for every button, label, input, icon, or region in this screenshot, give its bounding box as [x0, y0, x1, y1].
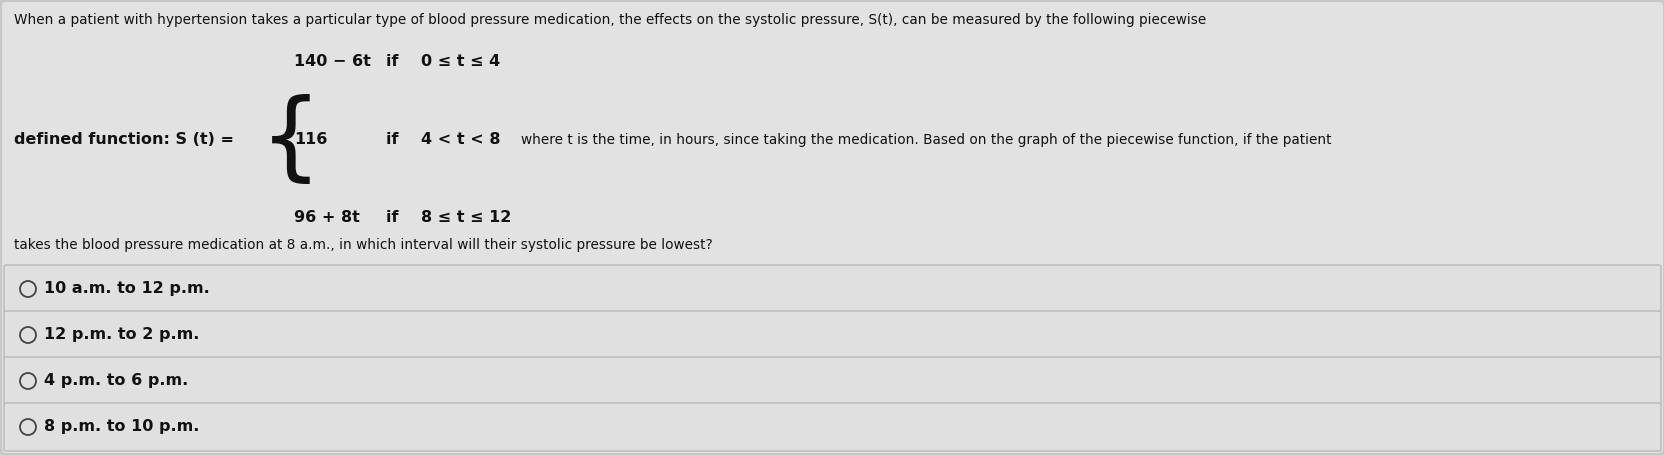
Text: 4 p.m. to 6 p.m.: 4 p.m. to 6 p.m.: [43, 374, 188, 389]
Text: 8 p.m. to 10 p.m.: 8 p.m. to 10 p.m.: [43, 420, 200, 435]
FancyBboxPatch shape: [3, 403, 1661, 451]
Text: 116: 116: [295, 132, 328, 147]
Text: where t is the time, in hours, since taking the medication. Based on the graph o: where t is the time, in hours, since tak…: [521, 133, 1331, 147]
Text: 140 − 6t: 140 − 6t: [295, 55, 371, 70]
Text: 10 a.m. to 12 p.m.: 10 a.m. to 12 p.m.: [43, 282, 210, 297]
Text: defined function: S (t) =: defined function: S (t) =: [13, 132, 235, 147]
Text: When a patient with hypertension takes a particular type of blood pressure medic: When a patient with hypertension takes a…: [13, 13, 1205, 27]
Text: takes the blood pressure medication at 8 a.m., in which interval will their syst: takes the blood pressure medication at 8…: [13, 238, 712, 252]
Text: if    8 ≤ t ≤ 12: if 8 ≤ t ≤ 12: [386, 211, 511, 226]
FancyBboxPatch shape: [3, 311, 1661, 359]
Text: if    4 < t < 8: if 4 < t < 8: [386, 132, 501, 147]
FancyBboxPatch shape: [3, 265, 1661, 313]
Text: 12 p.m. to 2 p.m.: 12 p.m. to 2 p.m.: [43, 328, 200, 343]
Text: {: {: [260, 93, 321, 187]
FancyBboxPatch shape: [3, 357, 1661, 405]
Text: if    0 ≤ t ≤ 4: if 0 ≤ t ≤ 4: [386, 55, 499, 70]
Text: 96 + 8t: 96 + 8t: [295, 211, 359, 226]
